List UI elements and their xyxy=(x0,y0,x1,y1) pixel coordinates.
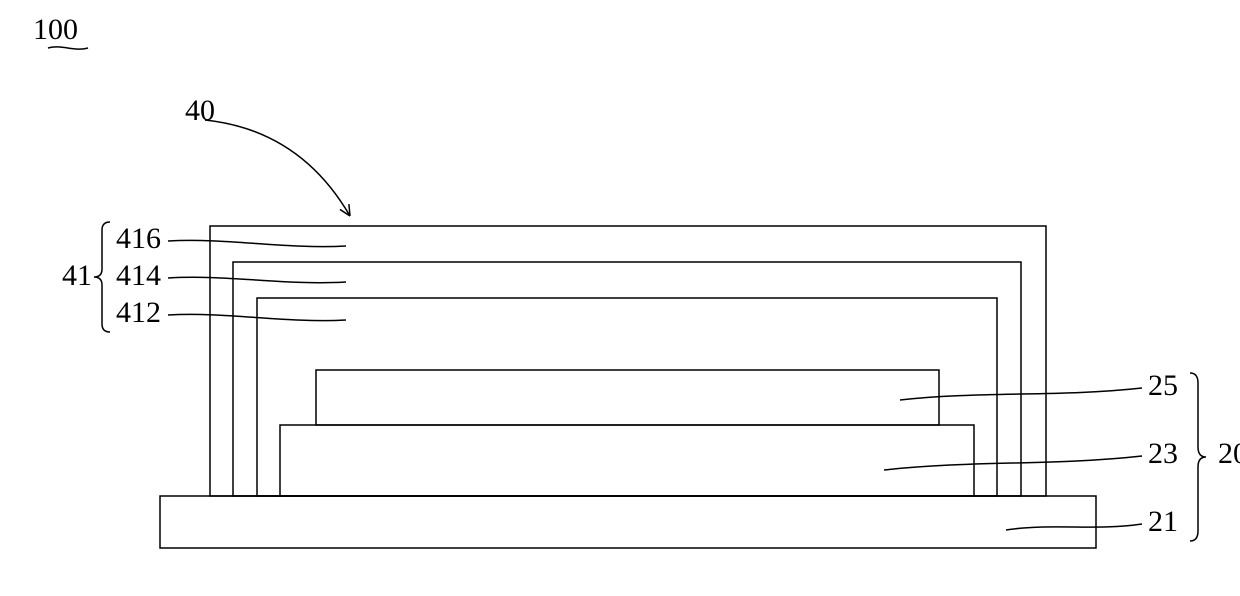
label: 416 xyxy=(116,222,161,255)
layer-l25 xyxy=(316,370,939,425)
layer-l21 xyxy=(160,496,1096,548)
label: 21 xyxy=(1148,505,1178,538)
label: 23 xyxy=(1148,437,1178,470)
layer-l414 xyxy=(233,262,1021,496)
label: 20 xyxy=(1218,437,1240,470)
leadline-l414 xyxy=(168,277,346,282)
label: 40 xyxy=(185,94,215,127)
arrow-40-head xyxy=(340,204,350,216)
label: 100 xyxy=(33,13,78,46)
figure: 100 25 23 21 20 416 414 412 41 40 xyxy=(0,0,1240,596)
brace-41 xyxy=(94,222,110,332)
label: 41 xyxy=(62,259,92,292)
brace-20 xyxy=(1190,373,1206,541)
label: 25 xyxy=(1148,369,1178,402)
layer-l412 xyxy=(257,298,997,496)
arrow-40-curve xyxy=(205,120,350,216)
figure-number-underline xyxy=(48,47,88,49)
leadline-l23 xyxy=(884,456,1142,470)
label: 414 xyxy=(116,259,161,292)
leadline-l21 xyxy=(1006,524,1142,530)
label: 412 xyxy=(116,296,161,329)
leadline-l416 xyxy=(168,240,346,246)
layer-l23 xyxy=(280,425,974,496)
layer-l416 xyxy=(210,226,1046,496)
